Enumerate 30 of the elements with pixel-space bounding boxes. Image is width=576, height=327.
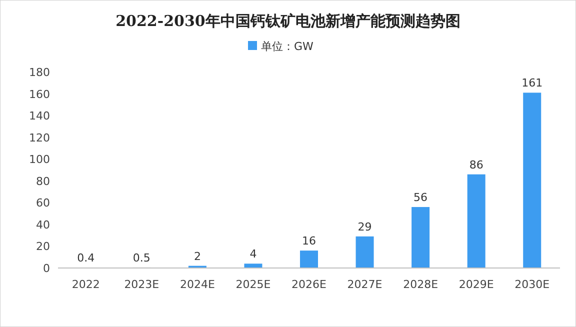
- x-tick-label: 2027E: [347, 278, 382, 291]
- x-tick-label: 2024E: [180, 278, 215, 291]
- y-tick-label: 180: [29, 66, 50, 79]
- data-label: 4: [250, 248, 257, 261]
- x-tick-label: 2025E: [236, 278, 271, 291]
- x-tick-label: 2022: [72, 278, 100, 291]
- y-tick-label: 160: [29, 88, 50, 101]
- y-tick-label: 120: [29, 131, 50, 144]
- x-tick-label: 2029E: [458, 278, 494, 291]
- y-tick-label: 100: [29, 153, 50, 166]
- x-tick-label: 2030E: [514, 278, 550, 291]
- y-tick-label: 140: [29, 110, 50, 123]
- x-tick-label: 2023E: [124, 278, 160, 291]
- y-tick-label: 60: [36, 196, 50, 210]
- data-label: 16: [302, 234, 316, 248]
- legend-label: 单位：GW: [261, 40, 314, 53]
- data-label: 0.5: [132, 251, 150, 264]
- x-tick-label: 2028E: [403, 278, 438, 291]
- data-label: 56: [414, 191, 428, 204]
- chart-title: 2022-2030年中国钙钛矿电池新增产能预测趋势图: [116, 12, 460, 30]
- data-label: 161: [522, 76, 543, 90]
- y-tick-label: 80: [36, 174, 50, 188]
- data-label: 86: [469, 158, 484, 172]
- x-tick-label: 2026E: [292, 278, 327, 291]
- y-tick-label: 0: [43, 262, 50, 275]
- y-tick-label: 20: [36, 240, 50, 254]
- data-label: 0.4: [77, 252, 95, 265]
- data-label: 29: [358, 220, 372, 234]
- data-label: 2: [194, 250, 201, 263]
- y-tick-label: 40: [36, 218, 50, 232]
